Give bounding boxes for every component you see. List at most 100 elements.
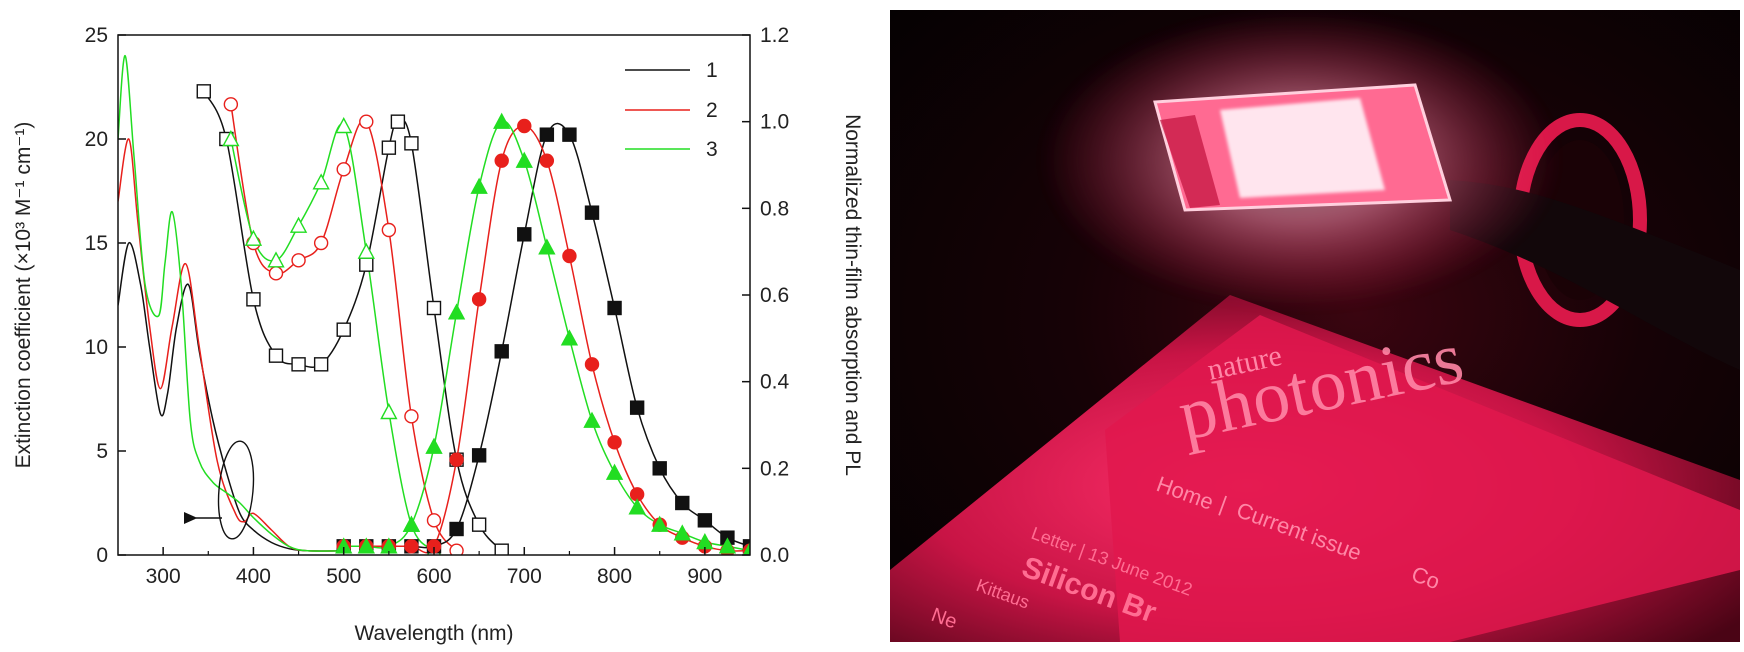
- series-2-point-4-8: [404, 409, 419, 424]
- x-axis-title: Wavelength (nm): [354, 622, 513, 645]
- series-1-point-3-10: [404, 136, 419, 151]
- series-1-point-6-7: [494, 344, 509, 359]
- legend-label-3: 3: [706, 138, 718, 161]
- series-3-point-5-0: [222, 130, 240, 147]
- oled-device-photo: nature photonics Home | Current issue Co…: [890, 10, 1740, 642]
- series-2-point-4-7: [381, 222, 397, 238]
- series-3-point-5-1: [244, 229, 263, 246]
- series-3-film-abs-line: [230, 123, 435, 552]
- x-tick-label-6: 900: [687, 565, 722, 588]
- series-1-point-6-8: [517, 227, 532, 242]
- series-3-solution-abs-line: [118, 55, 344, 552]
- series-3-point-8-9: [538, 238, 556, 255]
- series-3-point-5-2: [267, 251, 285, 268]
- y-right-tick-label-1: 0.2: [760, 457, 789, 480]
- series-3-point-8-17: [718, 537, 737, 554]
- series-1-point-6-15: [675, 495, 690, 511]
- series-3-point-8-11: [583, 411, 601, 428]
- series-3-point-8-6: [470, 177, 488, 194]
- series-2-point-7-9: [539, 153, 555, 168]
- series-1-point-6-11: [584, 205, 600, 220]
- series-1-point-3-3: [268, 348, 284, 363]
- series-3-point-5-7: [380, 403, 398, 420]
- series-1-point-3-6: [336, 322, 351, 337]
- x-tick-label-4: 700: [507, 565, 542, 588]
- series-1-point-3-13: [471, 517, 487, 532]
- series-3-point-8-5: [447, 303, 466, 320]
- series-3-point-5-5: [335, 117, 353, 134]
- x-tick-label-0: 300: [146, 565, 181, 588]
- series-1-point-3-0: [196, 84, 211, 99]
- series-1-pl-line: [343, 122, 750, 549]
- series-3-point-8-4: [425, 437, 443, 454]
- series-2-point-7-12: [607, 435, 622, 450]
- series-1-point-6-14: [652, 461, 667, 476]
- series-3-point-8-15: [673, 524, 691, 541]
- series-2-point-4-4: [313, 235, 329, 251]
- annotation-ellipse: [217, 440, 255, 540]
- series-2-point-7-3: [404, 539, 419, 554]
- y-left-tick-label-0: 0: [96, 544, 108, 567]
- series-1-point-3-8: [381, 140, 397, 155]
- y-left-tick-label-4: 20: [85, 128, 108, 151]
- x-tick-label-2: 500: [326, 565, 361, 588]
- series-2-point-7-7: [494, 153, 509, 168]
- series-1-point-6-10: [562, 127, 577, 142]
- y-right-tick-label-2: 0.4: [760, 371, 790, 394]
- series-1-point-3-7: [359, 257, 374, 272]
- series-1-point-6-6: [471, 448, 487, 463]
- series-3-point-8-18: [742, 541, 750, 555]
- legend-label-1: 1: [706, 59, 718, 82]
- series-3-point-8-14: [651, 515, 669, 532]
- series-2-point-4-10: [449, 543, 464, 555]
- y-right-tick-label-5: 1.0: [760, 111, 789, 134]
- series-3-point-5-6: [357, 242, 375, 259]
- series-3-point-5-3: [289, 216, 308, 233]
- series-3-pl-line: [343, 120, 750, 552]
- series-3-point-8-3: [402, 515, 421, 532]
- series-2-point-4-0: [223, 97, 239, 112]
- series-1-point-3-4: [291, 357, 306, 372]
- series-3-point-8-12: [605, 463, 624, 480]
- y-left-tick-label-5: 25: [85, 24, 108, 47]
- markers-layer: [196, 84, 750, 555]
- series-2-point-4-5: [336, 162, 351, 177]
- series-2-point-4-6: [359, 114, 374, 129]
- series-2-pl-line: [343, 125, 750, 554]
- plot-frame: [117, 34, 751, 556]
- series-1-point-3-14: [494, 543, 509, 555]
- y-left-axis-title: Extinction coefficient (×10³ M⁻¹ cm⁻¹): [12, 122, 35, 469]
- x-tick-label-1: 400: [236, 565, 271, 588]
- series-1-point-6-13: [629, 400, 645, 415]
- y-left-tick-label-3: 15: [85, 232, 108, 255]
- series-2-film-abs-line: [230, 104, 458, 552]
- series-2-point-7-6: [471, 292, 487, 307]
- series-3-point-5-4: [312, 173, 330, 190]
- series-2-point-7-11: [584, 357, 600, 372]
- series-2-point-7-5: [449, 452, 464, 467]
- series-2-point-4-9: [426, 513, 442, 528]
- y-right-axis-title: Normalized thin-film absorption and PL: [841, 114, 864, 476]
- series-1-film-abs-line: [203, 90, 503, 552]
- y-right-tick-label-0: 0.0: [760, 544, 789, 567]
- x-tick-label-5: 800: [597, 565, 632, 588]
- y-right-tick-label-3: 0.6: [760, 284, 789, 307]
- series-2-point-7-10: [562, 248, 577, 264]
- series-1-point-6-9: [539, 127, 555, 142]
- magazine-header-band: [1105, 315, 1740, 642]
- series-3-point-8-1: [357, 537, 375, 554]
- series-1-point-6-12: [607, 300, 622, 316]
- y-right-tick-label-4: 0.8: [760, 197, 789, 220]
- legend-label-2: 2: [706, 99, 718, 122]
- spectra-chart: 300 400 500 600 700 800 900 0 5 10 15 20 25 0.0 0.2 0.4…: [12, 24, 864, 645]
- series-2-point-7-8: [517, 118, 532, 134]
- y-left-tick-label-1: 5: [96, 440, 108, 463]
- series-2-point-4-3: [291, 253, 306, 268]
- y-right-tick-label-6: 1.2: [760, 24, 789, 47]
- series-3-point-8-7: [493, 112, 511, 129]
- x-tick-label-3: 600: [416, 565, 451, 588]
- series-3-point-8-8: [515, 151, 533, 168]
- series-1-point-3-11: [426, 300, 442, 316]
- y-left-tick-label-2: 10: [85, 336, 108, 359]
- series-1-point-3-5: [313, 357, 329, 372]
